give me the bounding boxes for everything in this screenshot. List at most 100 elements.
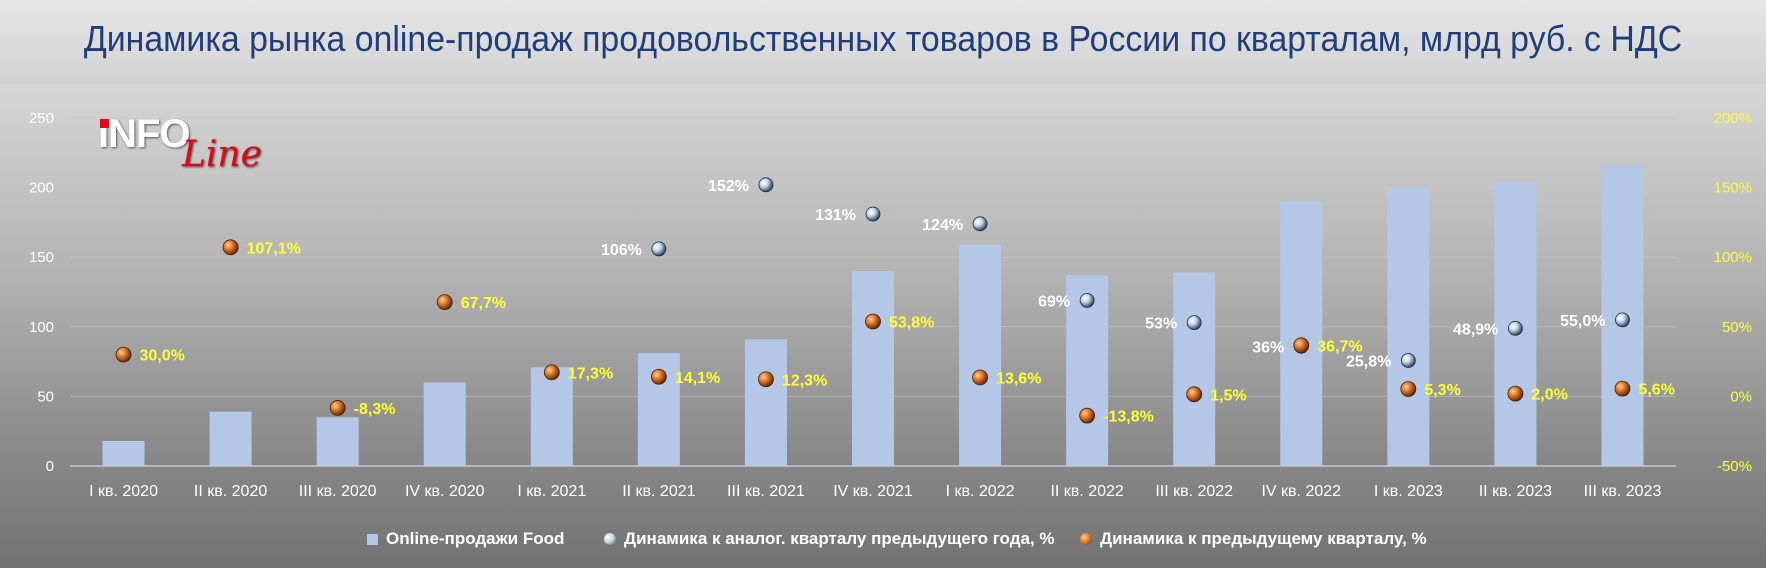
yoy-data-label: 48,9% (1453, 321, 1498, 338)
x-category-label: IV кв. 2022 (1261, 483, 1341, 500)
yoy-point (1508, 320, 1523, 336)
qoq-data-label: 17,3% (568, 365, 613, 382)
x-category-label: II кв. 2023 (1479, 483, 1552, 500)
yoy-point (865, 206, 881, 222)
qoq-point (758, 371, 774, 388)
qoq-data-label: 14,1% (675, 370, 720, 387)
qoq-point (1293, 337, 1310, 354)
legend-label-qoq: Динамика к предыдущему кварталу, % (1100, 529, 1427, 548)
qoq-data-label: 5,6% (1638, 382, 1674, 399)
title-band (0, 0, 1766, 84)
qoq-point (972, 369, 988, 386)
x-category-label: III кв. 2021 (727, 483, 805, 500)
legend-sphere-blue-icon (604, 533, 616, 545)
yoy-data-label: 152% (708, 178, 749, 195)
legend-item-sales: Online-продажи Food (367, 529, 564, 549)
legend-sphere-orange-icon (1080, 533, 1092, 545)
bar (316, 417, 359, 466)
bar (423, 382, 466, 466)
qoq-data-label: 12,3% (782, 372, 827, 389)
bar (209, 411, 252, 466)
y-left-tick-label: 100 (29, 319, 54, 336)
bar (1280, 201, 1323, 466)
legend-item-qoq: Динамика к предыдущему кварталу, % (1080, 529, 1427, 549)
qoq-data-label: 1,5% (1210, 387, 1246, 404)
qoq-point (865, 313, 881, 330)
yoy-point (1615, 312, 1630, 328)
yoy-data-label: 55,0% (1560, 313, 1605, 330)
x-category-label: I кв. 2022 (946, 483, 1015, 500)
qoq-data-label: 30,0% (140, 348, 185, 365)
y-right-tick-label: 150% (1714, 180, 1752, 197)
qoq-point (650, 368, 667, 385)
bar (1387, 187, 1430, 466)
y-right-tick-label: 100% (1714, 249, 1752, 266)
bar-series (102, 165, 1644, 467)
x-category-label: I кв. 2023 (1374, 483, 1443, 500)
yoy-data-label: 36% (1252, 339, 1284, 356)
x-category-label: IV кв. 2021 (833, 483, 913, 500)
qoq-data-label: 67,7% (461, 295, 506, 312)
x-category-label: III кв. 2023 (1584, 483, 1662, 500)
qoq-point (1079, 407, 1096, 424)
yoy-point (972, 216, 988, 232)
legend-bar-icon (367, 533, 378, 545)
y-right-tick-label: 200% (1714, 110, 1752, 127)
yoy-point (1400, 353, 1416, 368)
qoq-point (436, 294, 453, 311)
qoq-point (1614, 380, 1631, 397)
x-category-label: III кв. 2020 (299, 483, 377, 500)
chart-title: Динамика рынка online-продаж продовольст… (83, 18, 1683, 59)
yoy-data-label: 25,8% (1346, 353, 1391, 370)
qoq-data-label: -13,8% (1103, 409, 1154, 426)
qoq-point (329, 400, 346, 416)
bar (959, 244, 1002, 466)
x-category-label: IV кв. 2020 (405, 483, 485, 500)
logo-dot-icon (100, 119, 109, 128)
qoq-point (1186, 386, 1203, 403)
qoq-point (1507, 385, 1524, 402)
y-left-tick-label: 200 (29, 180, 54, 197)
bar (1173, 272, 1216, 466)
qoq-data-label: 5,3% (1424, 382, 1460, 399)
bar (744, 339, 787, 466)
x-category-label: I кв. 2021 (517, 483, 586, 500)
logo-info-text: INFO (98, 112, 191, 156)
qoq-point (1400, 381, 1417, 397)
y-left-tick-label: 0 (46, 458, 54, 475)
x-category-label: III кв. 2022 (1155, 483, 1233, 500)
y-left-tick-label: 150 (29, 249, 54, 266)
yoy-point (651, 241, 667, 257)
qoq-point (115, 346, 132, 363)
qoq-point (222, 239, 239, 256)
legend-item-yoy: Динамика к аналог. кварталу предыдущего … (604, 529, 1055, 549)
yoy-data-label: 124% (922, 217, 963, 234)
qoq-data-label: 13,6% (996, 370, 1041, 387)
logo-line-text: Line (182, 134, 262, 175)
y-left-tick-label: 50 (37, 388, 54, 405)
y-right-tick-label: 50% (1722, 319, 1752, 336)
yoy-data-label: 69% (1038, 293, 1070, 310)
infoline-logo: INFO Line (98, 112, 288, 176)
marker-series (115, 177, 1631, 424)
qoq-data-label: -8,3% (354, 401, 396, 418)
yoy-point (1186, 315, 1202, 331)
data-labels: 106% 152% 131% 124% 69% 53% 36% 25,8% 48,9% 55,0%… (140, 178, 1675, 426)
x-category-label: II кв. 2021 (622, 483, 695, 500)
axes: 0 50 100 150 200 250 -50% 0% 50% 100% 150% 200% I кв… (29, 110, 1752, 500)
bar (102, 440, 145, 466)
bar (852, 271, 894, 466)
yoy-data-label: 53% (1145, 316, 1177, 333)
yoy-data-label: 131% (815, 207, 856, 224)
yoy-point (758, 177, 774, 193)
qoq-data-label: 2,0% (1531, 387, 1567, 404)
y-right-tick-label: 0% (1730, 388, 1752, 405)
x-category-label: II кв. 2022 (1050, 483, 1123, 500)
x-category-label: II кв. 2020 (194, 483, 267, 500)
bar (530, 367, 573, 466)
legend: Online-продажи Food Динамика к аналог. к… (0, 529, 1766, 553)
qoq-data-label: 107,1% (247, 240, 301, 257)
yoy-point (1079, 292, 1095, 308)
